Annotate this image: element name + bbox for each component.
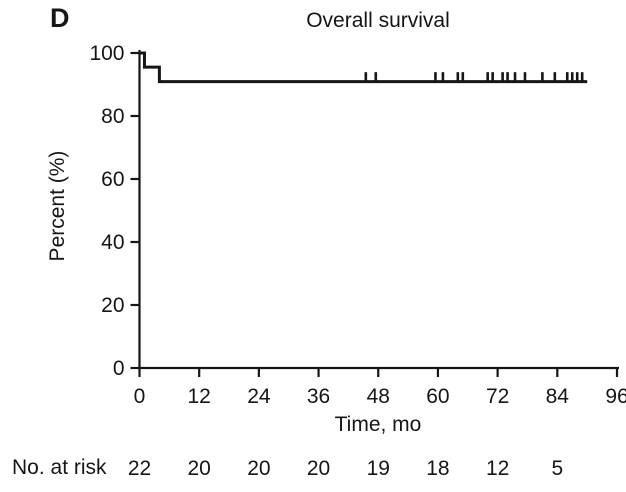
at-risk-count: 20 <box>307 457 330 480</box>
y-tick-label: 100 <box>89 42 124 65</box>
at-risk-count: 22 <box>128 457 151 480</box>
at-risk-count: 12 <box>486 457 509 480</box>
at-risk-count: 19 <box>367 457 390 480</box>
x-tick-label: 96 <box>605 385 626 408</box>
y-tick-label: 80 <box>101 105 124 128</box>
at-risk-count: 20 <box>188 457 211 480</box>
at-risk-count: 20 <box>247 457 270 480</box>
x-tick-label: 72 <box>486 385 509 408</box>
y-tick-label: 20 <box>101 294 124 317</box>
x-tick-label: 60 <box>426 385 449 408</box>
at-risk-label: No. at risk <box>12 456 107 479</box>
x-tick-label: 36 <box>307 385 330 408</box>
y-tick-label: 0 <box>113 357 125 380</box>
panel-label: D <box>50 3 70 33</box>
x-axis-title: Time, mo <box>334 413 422 436</box>
at-risk-count: 5 <box>551 457 563 480</box>
x-tick-label: 24 <box>247 385 271 408</box>
km-curve <box>139 51 588 84</box>
x-tick-label: 0 <box>134 385 146 408</box>
x-tick-label: 84 <box>546 385 570 408</box>
chart-title: Overall survival <box>306 9 450 32</box>
y-tick-label: 40 <box>101 231 124 254</box>
x-tick-label: 12 <box>188 385 211 408</box>
y-tick-label: 60 <box>101 168 124 191</box>
x-tick-label: 48 <box>367 385 390 408</box>
at-risk-count: 18 <box>426 457 449 480</box>
